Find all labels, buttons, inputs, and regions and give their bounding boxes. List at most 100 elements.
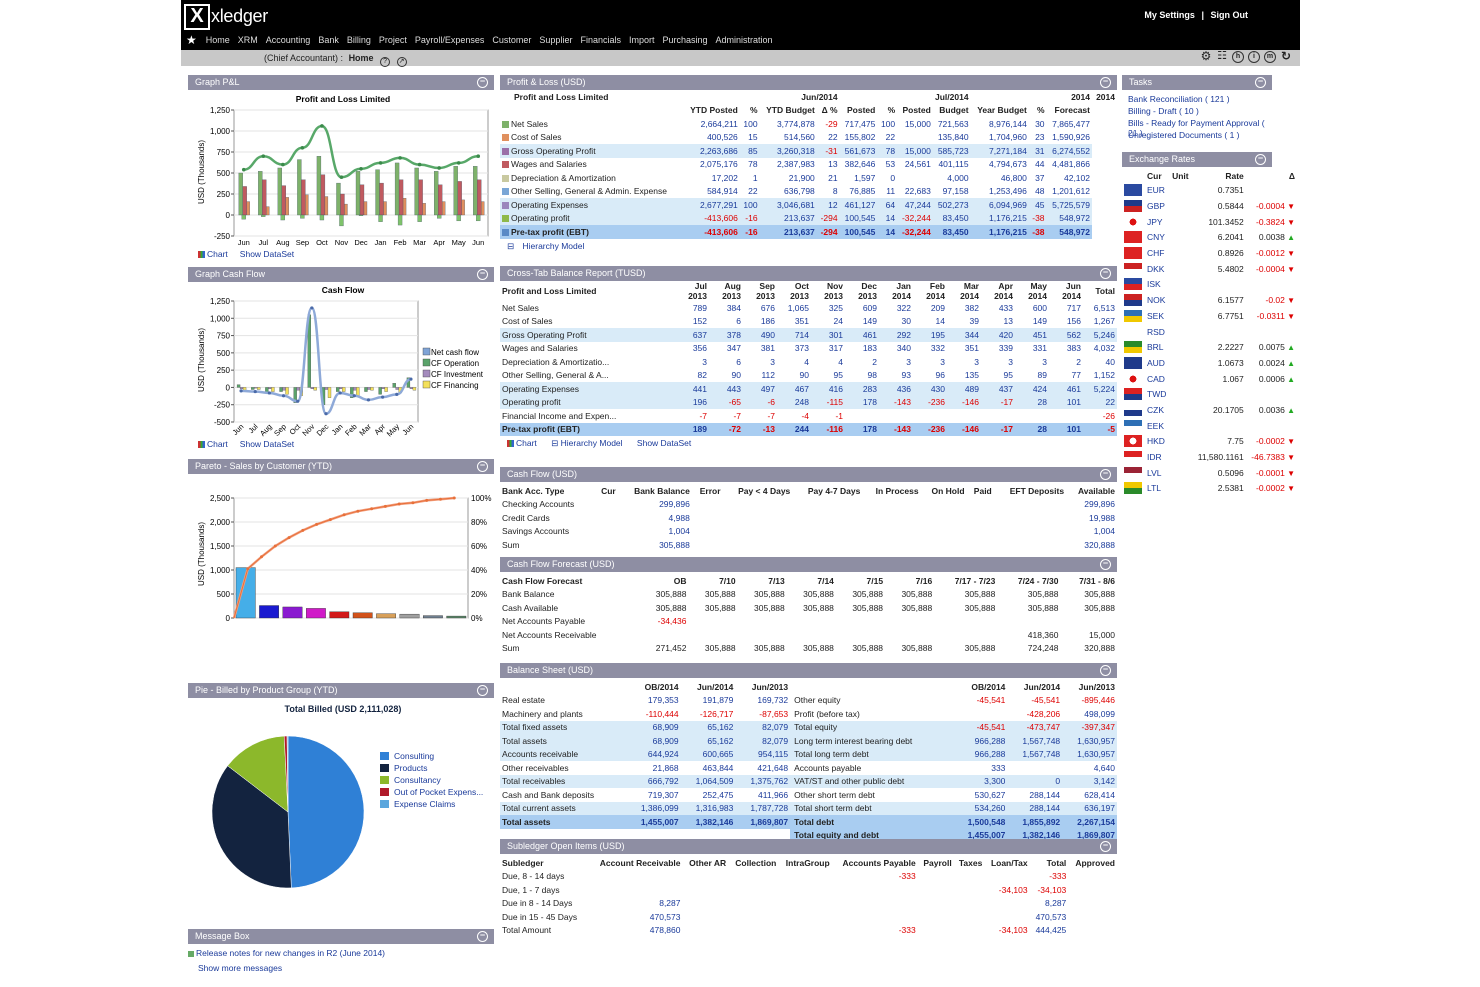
table-row[interactable]: Checking Accounts 299,896 299,896 [500, 498, 1117, 512]
table-cell[interactable]: 1,630,957 [1062, 734, 1117, 748]
table-cell[interactable]: 39 [969, 316, 979, 327]
table-cell[interactable]: 22 [748, 186, 758, 197]
panel-header[interactable]: Profit & Loss (USD) − [500, 75, 1117, 90]
table-cell[interactable]: 1,567,748 [1007, 734, 1063, 748]
table-cell[interactable] [1068, 910, 1117, 924]
table-row[interactable]: Total equity and debt 1,455,007 1,382,146 1… [500, 828, 1117, 842]
table-cell[interactable]: 14 [877, 225, 898, 239]
table-cell[interactable]: 489 [947, 382, 981, 396]
table-cell[interactable] [778, 924, 831, 938]
table-cell[interactable] [1068, 883, 1117, 897]
table-cell[interactable]: -16 [739, 225, 760, 239]
table-row[interactable]: Financial Income and Expen... -7 -7 -7 -4 -1 -… [500, 409, 1117, 423]
table-cell[interactable]: 305,888 [655, 602, 687, 613]
table-cell[interactable]: 322 [896, 302, 911, 313]
table-cell[interactable]: 420 [981, 328, 1015, 342]
table-cell[interactable] [984, 897, 1029, 911]
table-row[interactable]: JPY 101.3452 -0.3824 ▼ [1122, 214, 1297, 230]
table-cell[interactable]: 31 [1028, 144, 1047, 158]
table-cell[interactable]: 271,452 [655, 643, 687, 654]
table-cell[interactable]: -32,244 [897, 211, 933, 225]
table-cell[interactable] [683, 870, 729, 884]
table-cell[interactable]: 8,287 [1045, 898, 1067, 909]
table-cell[interactable]: 248 [777, 395, 811, 409]
collapse-icon[interactable]: − [477, 461, 488, 472]
table-cell[interactable]: -333 [898, 871, 916, 882]
table-cell[interactable]: 954,115 [735, 747, 791, 761]
table-cell[interactable]: -65 [709, 395, 743, 409]
table-cell[interactable]: 530,627 [974, 789, 1006, 800]
table-cell[interactable]: -236 [913, 422, 947, 436]
table-cell[interactable]: 101 [1049, 422, 1083, 436]
table-cell[interactable]: 4,794,673 [989, 159, 1027, 170]
table-cell[interactable] [778, 883, 831, 897]
table-cell[interactable]: 637 [675, 328, 709, 342]
table-cell[interactable]: 4 [804, 356, 809, 367]
table-row[interactable]: Pre-tax profit (EBT) 189 -72 -13 244 -116 178-… [500, 422, 1117, 436]
table-cell[interactable]: 301 [811, 328, 845, 342]
table-cell[interactable]: 178 [845, 395, 879, 409]
panel-header[interactable]: Subledger Open Items (USD) − [500, 839, 1117, 854]
table-row[interactable]: Machinery and plants -110,444 -126,717 -87,… [500, 707, 1117, 721]
table-cell[interactable] [897, 131, 933, 145]
table-row[interactable]: Due, 1 - 7 days -34,103 -34,103 [500, 883, 1117, 897]
table-cell[interactable] [728, 910, 778, 924]
table-cell[interactable] [913, 409, 947, 423]
table-cell[interactable]: 5,224 [1083, 382, 1117, 396]
table-cell[interactable]: 3,046,681 [759, 198, 817, 212]
show-more-messages-link[interactable]: Show more messages [198, 963, 283, 973]
table-cell[interactable]: 1,597 [854, 172, 876, 183]
table-cell[interactable]: 1,004 [668, 526, 690, 537]
menu-item-financials[interactable]: Financials [580, 35, 621, 45]
collapse-icon[interactable]: − [1100, 268, 1111, 279]
table-cell[interactable]: 7,865,477 [1052, 118, 1090, 129]
table-cell[interactable]: 344 [947, 328, 981, 342]
table-cell[interactable] [997, 615, 1060, 629]
table-cell[interactable]: 534,260 [952, 801, 1008, 815]
table-cell[interactable]: 17,202 [711, 172, 738, 183]
table-row[interactable]: Credit Cards 4,988 19,988 [500, 511, 1117, 525]
table-cell[interactable]: 317 [828, 343, 843, 354]
table-cell[interactable] [921, 498, 967, 512]
task-link[interactable]: Bank Reconciliation ( 121 ) [1128, 94, 1230, 104]
table-cell[interactable]: 213,637 [759, 211, 817, 225]
table-cell[interactable]: 470,573 [649, 911, 681, 922]
table-cell[interactable]: -5 [1083, 422, 1117, 436]
table-cell[interactable]: 305,888 [754, 589, 785, 600]
table-cell[interactable] [862, 538, 920, 552]
table-cell[interactable]: 2,387,983 [776, 159, 815, 170]
menu-item-import[interactable]: Import [628, 35, 655, 45]
table-cell[interactable]: 169,732 [757, 695, 789, 706]
table-cell[interactable]: 644,924 [625, 747, 681, 761]
table-cell[interactable]: 28 [1015, 422, 1049, 436]
table-row[interactable]: LVL 0.5096 -0.0001 ▼ [1122, 465, 1297, 481]
collapse-icon[interactable]: − [1100, 469, 1111, 480]
table-cell[interactable]: 183 [862, 343, 877, 354]
table-cell[interactable]: 0 [1007, 774, 1063, 788]
table-cell[interactable]: 101 [1049, 395, 1083, 409]
currency-code[interactable]: EUR [1147, 185, 1165, 196]
table-cell[interactable]: -29 [825, 118, 838, 129]
table-cell[interactable]: 339 [998, 343, 1013, 354]
table-cell[interactable]: 305,888 [1084, 602, 1115, 613]
collapse-icon[interactable]: − [1100, 559, 1111, 570]
table-cell[interactable] [723, 511, 793, 525]
table-cell[interactable]: 1,176,215 [970, 225, 1029, 239]
table-cell[interactable]: 82,079 [735, 734, 791, 748]
table-cell[interactable]: 299,896 [659, 499, 690, 510]
table-cell[interactable] [683, 897, 729, 911]
menu-item-home[interactable]: Home [205, 35, 230, 45]
currency-code[interactable]: ISK [1147, 279, 1161, 290]
menu-item-supplier[interactable]: Supplier [539, 35, 573, 45]
refresh-icon[interactable]: ↻ [1280, 49, 1292, 63]
table-cell[interactable] [1068, 870, 1117, 884]
table-cell[interactable] [984, 910, 1029, 924]
table-cell[interactable] [954, 883, 985, 897]
table-cell[interactable]: 1,500,548 [952, 815, 1008, 829]
table-cell[interactable] [918, 924, 954, 938]
table-cell[interactable]: 100 [739, 198, 760, 212]
help-icon[interactable]: ? [380, 57, 391, 67]
table-cell[interactable] [683, 910, 729, 924]
table-cell[interactable]: -34,103 [998, 925, 1028, 936]
table-cell[interactable]: 8,287 [659, 898, 681, 909]
